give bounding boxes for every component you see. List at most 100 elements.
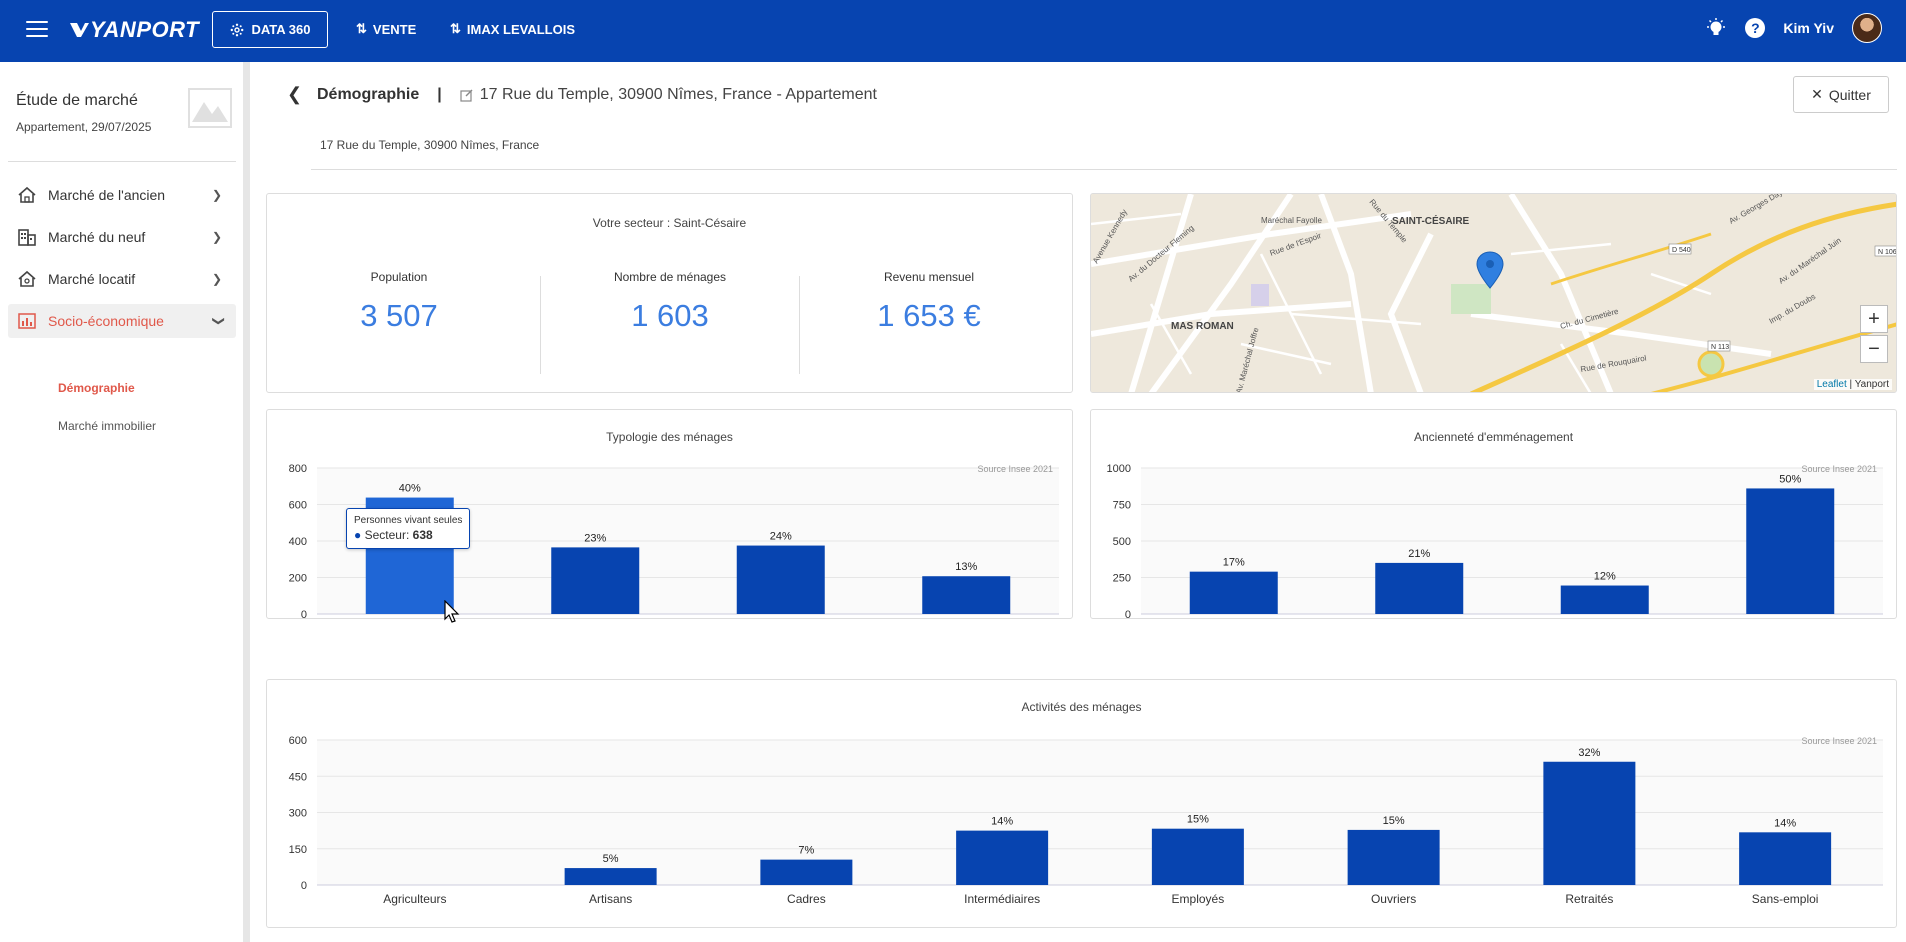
x-tick-label: Cadres [787,892,826,906]
chart-title: Activités des ménages [1021,700,1142,714]
bar-data-label: 14% [1774,817,1796,829]
bar-data-label: 15% [1383,815,1405,827]
sidebar-item-label: Socio-économique [48,313,164,329]
sidebar-item-marche-ancien[interactable]: Marché de l'ancien ❯ [8,178,236,212]
bar-data-label: 13% [955,561,977,573]
chart-anciennete-emmenagement: Ancienneté d'emménagement 0 250 500 750 1000… [1090,409,1897,619]
help-icon[interactable]: ? [1745,18,1766,38]
sidebar-item-socio-economique[interactable]: Socio-économique ❯ [8,304,236,338]
kpi-value: 3 507 [360,298,438,333]
x-tick-label: Artisans [589,892,632,906]
nav-imax-label: IMAX LEVALLOIS [466,21,576,37]
kpi-value: 1 653 € [877,298,981,333]
kpi-label: Nombre de ménages [613,270,727,284]
tooltip-dot-icon: ● [354,528,362,542]
y-tick-label: 0 [301,880,307,892]
bar-data-label: 12% [1594,571,1616,583]
tooltip-value: 638 [412,528,433,542]
map-label-n106: N 106 [1878,249,1897,256]
bar [564,868,657,885]
leaflet-link[interactable]: Leaflet [1816,379,1847,390]
sidebar-item-label: Marché du neuf [48,229,146,245]
x-tick-label: Employés [1172,892,1225,906]
close-icon: ✕ [1811,86,1823,102]
sidebar-divider [8,161,236,162]
y-tick-label: 600 [289,500,307,512]
bar [922,576,1011,614]
main-content: ❮ Démographie | 17 Rue du Temple, 30900 … [257,62,1906,942]
map-label-marechal-fayolle: Maréchal Fayolle [1261,216,1322,225]
y-tick-label: 250 [1113,573,1131,585]
chart-source: Source Insee 2021 [1801,736,1877,746]
kpi-divider [540,276,541,374]
chart-source: Source Insee 2021 [1801,464,1877,474]
kpi-card: Votre secteur : Saint-Césaire Population… [266,193,1073,393]
bar-data-label: 14% [991,816,1013,828]
sidebar-subitem-demographie[interactable]: Démographie [58,381,135,395]
quit-button[interactable]: ✕ Quitter [1793,76,1889,113]
data-360-button[interactable]: DATA 360 [212,11,328,48]
map-label-mas-roman: MAS ROMAN [1171,321,1234,332]
swap-arrows-icon: ⇅ [356,21,367,36]
sidebar-item-label: Marché de l'ancien [48,187,166,203]
swap-arrows-icon: ⇅ [450,21,461,36]
map-card[interactable]: SAINT-CÉSAIRE MAS ROMAN Maréchal Fayolle… [1090,193,1897,393]
y-tick-label: 150 [289,844,307,856]
bar-data-label: 32% [1578,747,1600,759]
y-tick-label: 200 [289,573,307,585]
y-tick-label: 400 [289,536,307,548]
bar-data-label: 50% [1779,473,1801,485]
bar-data-label: 5% [603,853,619,865]
bar [736,545,825,614]
zoom-in-button[interactable]: + [1860,305,1888,333]
data-360-label: DATA 360 [251,22,311,37]
zoom-out-button[interactable]: − [1860,335,1888,363]
x-tick-label: Sans-emploi [1752,892,1819,906]
nav-vente[interactable]: ⇅ VENTE [356,21,416,37]
bar [760,859,853,885]
x-tick-label: Ouvriers [1371,892,1416,906]
sidebar-title: Étude de marché [16,92,138,109]
bar [551,547,640,614]
y-tick-label: 800 [289,463,307,475]
nav-vente-label: VENTE [372,21,417,37]
mouse-cursor-icon [444,600,460,623]
hamburger-menu-icon[interactable] [26,21,48,39]
logo-icon [70,23,89,37]
header-divider [311,169,1897,170]
chart-svg: 0 150 300 450 600 Source Insee 2021 Agriculteu… [289,735,1883,906]
rent-icon [16,269,38,289]
address-title: 17 Rue du Temple, 30900 Nîmes, France - … [479,85,877,103]
y-tick-label: 1000 [1107,463,1131,475]
yanport-logo[interactable]: YANPORT [68,14,199,46]
chart-activites-menages: Activités des ménages 0 150 300 450 600 Sourc… [266,679,1897,928]
page-header: ❮ Démographie | 17 Rue du Temple, 30900 … [287,84,877,105]
sidebar-subitem-marche-immobilier[interactable]: Marché immobilier [58,419,157,433]
user-name[interactable]: Kim Yiv [1783,20,1834,36]
x-tick-label: Agriculteurs [383,892,446,906]
building-icon [16,227,38,247]
bar [1746,488,1835,614]
map-label-n113: N 113 [1711,344,1729,351]
bar [1347,829,1440,885]
map-canvas[interactable]: SAINT-CÉSAIRE MAS ROMAN Maréchal Fayolle… [1091,194,1897,393]
bar-data-label: 21% [1408,548,1430,560]
top-bar: YANPORT DATA 360 ⇅ VENTE ⇅ IMAX LEVALLOI… [0,0,1906,62]
sidebar-item-marche-neuf[interactable]: Marché du neuf ❯ [8,220,236,254]
edit-icon[interactable] [460,88,474,102]
avatar[interactable] [1852,13,1882,43]
sidebar-subtitle: Appartement, 29/07/2025 [16,120,152,134]
chart-title: Ancienneté d'emménagement [1413,430,1574,444]
bar-data-label: 17% [1223,557,1245,569]
bar [1151,828,1244,885]
nav-imax-levallois[interactable]: ⇅ IMAX LEVALLOIS [450,21,575,37]
bar-data-label: 40% [399,483,421,495]
kpi-label: Revenu mensuel [883,270,975,284]
bar [956,830,1049,885]
back-arrow-icon[interactable]: ❮ [287,84,303,104]
map-marker-icon[interactable] [1476,251,1504,289]
bar [1189,571,1278,614]
lightbulb-icon[interactable] [1705,17,1727,39]
sidebar-item-marche-locatif[interactable]: Marché locatif ❯ [8,262,236,296]
